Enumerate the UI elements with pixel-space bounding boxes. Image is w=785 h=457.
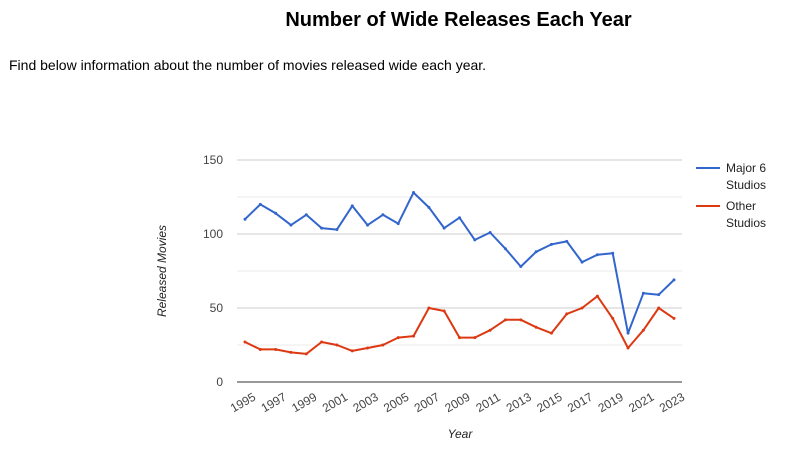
data-point [366,346,370,350]
data-point [350,204,354,208]
y-axis-ticks: 0 50 100 150 [203,153,223,389]
data-point [565,239,569,243]
x-tick-label: 2003 [351,390,381,416]
data-point [503,318,507,322]
data-point [442,309,446,313]
y-tick-label: 0 [216,375,223,389]
series-line-0 [244,191,675,335]
data-point [611,251,615,255]
data-point [503,247,507,251]
data-point [243,217,247,221]
data-point [534,250,538,254]
x-tick-label: 2001 [320,390,350,416]
data-point [473,336,477,340]
y-axis-title: Released Movies [155,225,169,317]
data-point [320,226,324,230]
data-point [672,316,676,320]
data-point [304,352,308,356]
legend-label: Studios [726,178,766,192]
x-tick-label: 2021 [626,390,656,416]
data-point [488,231,492,235]
data-point [580,260,584,264]
data-point [641,291,645,295]
x-tick-label: 1999 [289,390,319,416]
data-point [427,205,431,209]
x-tick-label: 2023 [657,390,687,416]
chart-series [243,191,676,356]
data-point [289,350,293,354]
data-point [335,228,339,232]
y-tick-label: 100 [203,227,223,241]
data-point [580,306,584,310]
legend-label: Studios [726,216,766,230]
x-tick-label: 2005 [381,390,411,416]
data-point [611,316,615,320]
data-point [427,306,431,310]
y-tick-label: 50 [210,301,224,315]
data-point [412,334,416,338]
data-point [381,213,385,217]
data-point [519,318,523,322]
y-tick-label: 150 [203,153,223,167]
data-point [595,253,599,257]
data-point [289,223,293,227]
data-point [473,238,477,242]
data-point [335,343,339,347]
data-point [549,331,553,335]
x-tick-label: 2011 [473,390,503,415]
legend-label: Major 6 [726,161,766,175]
page-title: Number of Wide Releases Each Year [285,9,632,31]
data-point [595,294,599,298]
data-point [672,278,676,282]
data-point [396,336,400,340]
x-axis-ticks: 1995 1997 1999 2001 2003 2005 2007 2009 2011 2013… [228,390,687,416]
x-tick-label: 1995 [228,390,258,416]
data-point [350,349,354,353]
x-axis-title: Year [448,427,474,441]
data-point [274,211,278,215]
data-point [657,306,661,310]
data-point [641,328,645,332]
x-tick-label: 2017 [565,390,595,416]
data-point [534,325,538,329]
data-point [243,340,247,344]
x-tick-label: 2015 [534,390,564,416]
chart-legend: Major 6 Studios Other Studios [696,161,766,230]
x-tick-label: 1997 [259,390,289,416]
data-point [274,347,278,351]
data-point [657,293,661,297]
data-point [396,222,400,226]
x-tick-label: 2013 [504,390,534,416]
data-point [442,226,446,230]
data-point [626,346,630,350]
data-point [366,223,370,227]
data-point [458,336,461,340]
data-point [412,191,416,195]
x-tick-label: 2009 [442,390,472,416]
x-tick-label: 2019 [596,390,626,416]
data-point [320,340,324,344]
data-point [304,213,308,217]
data-point [258,202,262,206]
data-point [626,331,630,335]
intro-text: Find below information about the number … [9,57,487,73]
data-point [565,312,569,316]
data-point [488,328,492,332]
data-point [519,265,523,269]
legend-label: Other [726,199,756,213]
x-tick-label: 2007 [412,390,442,416]
data-point [258,347,262,351]
data-point [458,216,461,220]
data-point [381,343,385,347]
data-point [549,242,553,246]
